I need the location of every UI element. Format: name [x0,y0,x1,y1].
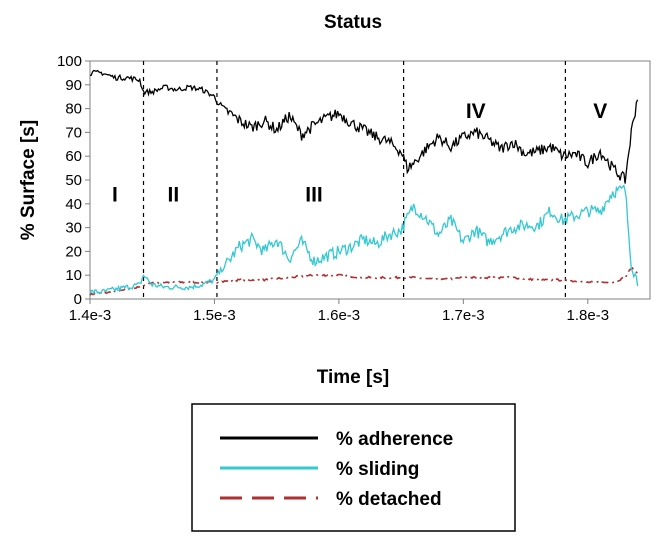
x-tick-label: 1.5e-3 [193,307,236,324]
y-tick-label: 100 [57,53,82,70]
x-tick-label: 1.7e-3 [442,307,485,324]
y-tick-label: 10 [65,267,82,284]
y-tick-label: 60 [65,148,82,165]
y-tick-label: 90 [65,77,82,94]
region-label: V [593,100,607,123]
plot-frame [89,60,651,300]
y-tick-label: 70 [65,124,82,141]
y-tick-label: 30 [65,220,82,237]
x-tick-label: 1.8e-3 [567,307,610,324]
y-axis-label: % Surface [s] [18,120,39,240]
legend-label: % detached [336,489,442,510]
region-label: II [168,183,180,206]
chart-title: Status [324,12,382,33]
y-axis-ticks: 0 10 20 30 40 50 60 70 80 90 100 [57,53,90,308]
series-line-sliding [89,184,639,296]
x-tick-label: 1.4e-3 [69,307,112,324]
series-lines [89,69,639,296]
legend-label: % adherence [336,429,453,450]
y-tick-label: 50 [65,172,82,189]
y-tick-label: 20 [65,243,82,260]
region-label: III [305,183,323,206]
series-line-detached [89,266,639,296]
x-tick-label: 1.6e-3 [318,307,361,324]
region-label: IV [466,100,486,123]
region-label: I [112,183,118,206]
plot-area: 0 10 20 30 40 50 60 70 80 90 100 1.4e-3 1.5e-3 1.6e-… [57,53,651,324]
legend-box [191,403,516,532]
legend-label: % sliding [336,459,419,480]
x-axis-ticks: 1.4e-3 1.5e-3 1.6e-3 1.7e-3 1.8e-3 [69,299,609,324]
region-dividers [142,61,566,299]
series-line-adherence [89,69,639,184]
y-tick-label: 80 [65,101,82,118]
legend-items: % adherence % sliding % detached [220,429,453,510]
y-tick-label: 0 [74,291,82,308]
y-tick-label: 40 [65,196,82,213]
x-axis-label: Time [s] [317,367,390,388]
legend: % adherence % sliding % detached [191,403,516,532]
